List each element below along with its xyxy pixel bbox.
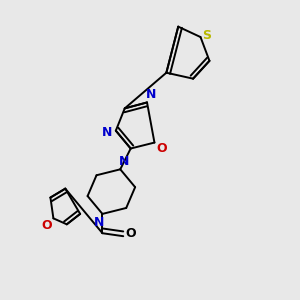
Text: N: N — [146, 88, 156, 101]
Text: S: S — [202, 29, 211, 42]
Text: N: N — [102, 126, 112, 139]
Text: O: O — [41, 219, 52, 232]
Text: N: N — [94, 216, 104, 229]
Text: O: O — [156, 142, 167, 155]
Text: O: O — [125, 227, 136, 240]
Text: N: N — [118, 154, 129, 167]
